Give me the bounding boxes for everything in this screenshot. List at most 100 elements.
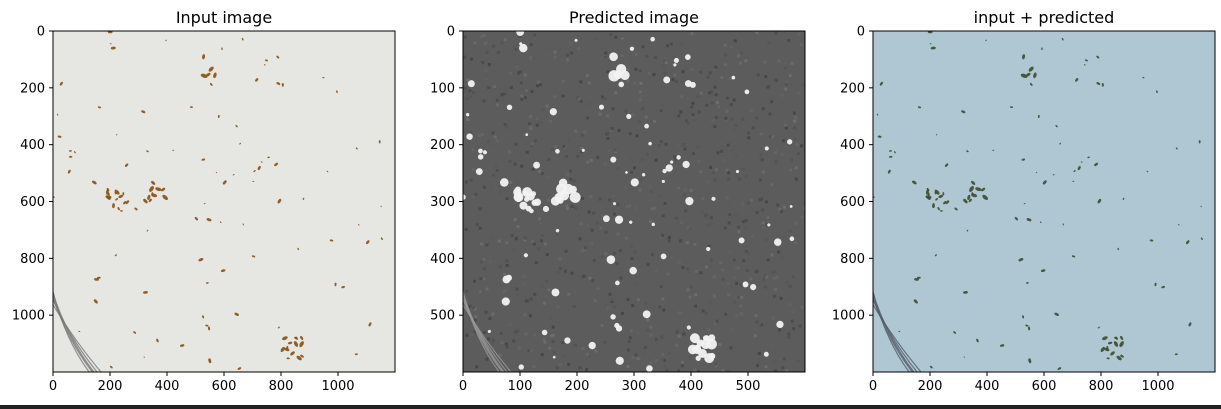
noise-pixel xyxy=(751,126,755,130)
spot xyxy=(487,329,491,334)
noise-pixel xyxy=(637,120,641,124)
noise-pixel xyxy=(788,74,792,78)
noise-pixel xyxy=(784,87,788,91)
noise-pixel xyxy=(649,333,653,337)
noise-pixel xyxy=(689,285,693,289)
spot xyxy=(708,334,716,342)
noise-pixel xyxy=(518,35,522,39)
noise-pixel xyxy=(765,275,769,279)
spot xyxy=(615,280,620,286)
noise-pixel xyxy=(585,368,589,372)
spot xyxy=(1096,55,1100,59)
panel-2: Predicted image 0 100 200 300 400 500 0 100 200 30… xyxy=(430,8,806,394)
spot xyxy=(1072,180,1075,182)
noise-pixel xyxy=(496,50,500,54)
noise-pixel xyxy=(468,131,472,135)
noise-pixel xyxy=(696,94,700,98)
noise-pixel xyxy=(600,323,604,327)
spot xyxy=(673,63,677,67)
noise-pixel xyxy=(672,56,676,60)
spot xyxy=(322,76,325,79)
spot xyxy=(253,170,256,173)
spot xyxy=(525,133,529,137)
spot xyxy=(1025,324,1029,327)
spot xyxy=(1177,224,1180,226)
noise-pixel xyxy=(694,269,698,273)
noise-pixel xyxy=(739,283,743,287)
noise-pixel xyxy=(513,218,517,222)
x-tick-label: 500 xyxy=(736,379,761,394)
spot xyxy=(1094,162,1098,167)
spot xyxy=(618,81,625,88)
noise-pixel xyxy=(535,123,539,127)
spot xyxy=(1009,106,1014,108)
noise-pixel xyxy=(626,348,630,352)
spot xyxy=(237,367,242,370)
spot xyxy=(516,31,525,36)
spot xyxy=(205,282,209,284)
spot xyxy=(465,112,470,117)
noise-pixel xyxy=(553,50,557,54)
spot xyxy=(109,365,113,369)
noise-pixel xyxy=(590,228,594,232)
noise-pixel xyxy=(520,97,524,101)
noise-pixel xyxy=(633,166,637,170)
noise-pixel xyxy=(691,152,695,156)
spot xyxy=(942,192,945,196)
spot xyxy=(598,104,604,110)
spot xyxy=(975,187,982,192)
spot xyxy=(355,147,358,150)
panel-title: Input image xyxy=(176,8,272,27)
noise-pixel xyxy=(693,368,697,372)
spot xyxy=(276,55,280,59)
spot xyxy=(673,57,679,64)
noise-pixel xyxy=(463,86,467,90)
noise-pixel xyxy=(730,148,734,152)
noise-pixel xyxy=(517,71,521,75)
y-tick-label: 1000 xyxy=(832,309,865,324)
noise-pixel xyxy=(538,169,542,173)
noise-pixel xyxy=(607,198,611,202)
noise-pixel xyxy=(774,31,778,35)
noise-pixel xyxy=(528,122,532,126)
noise-pixel xyxy=(760,197,764,201)
noise-pixel xyxy=(763,60,767,64)
noise-pixel xyxy=(789,168,793,172)
noise-pixel xyxy=(545,104,549,108)
noise-pixel xyxy=(634,67,638,71)
spot xyxy=(787,139,793,145)
noise-pixel xyxy=(696,145,700,149)
noise-pixel xyxy=(666,44,670,48)
noise-pixel xyxy=(638,98,642,102)
spot xyxy=(107,192,110,196)
spot xyxy=(932,203,935,209)
spot xyxy=(738,237,745,244)
noise-pixel xyxy=(480,132,484,136)
spot xyxy=(302,197,305,200)
spot xyxy=(968,198,972,203)
spot xyxy=(1119,341,1124,348)
noise-pixel xyxy=(718,343,722,347)
noise-pixel xyxy=(647,71,651,75)
noise-pixel xyxy=(498,265,502,269)
noise-pixel xyxy=(730,45,734,49)
spot xyxy=(1055,125,1058,128)
noise-pixel xyxy=(755,269,759,273)
spot xyxy=(982,194,988,201)
noise-pixel xyxy=(713,85,717,89)
noise-pixel xyxy=(516,225,520,229)
spot xyxy=(676,155,681,160)
noise-pixel xyxy=(520,164,524,168)
noise-pixel xyxy=(699,91,703,95)
noise-pixel xyxy=(674,164,678,168)
spot xyxy=(926,187,930,192)
noise-pixel xyxy=(514,48,518,52)
spot xyxy=(73,151,76,154)
spot xyxy=(773,238,782,246)
noise-pixel xyxy=(783,123,787,127)
noise-pixel xyxy=(652,73,656,77)
spot xyxy=(475,168,483,176)
noise-pixel xyxy=(734,213,738,217)
spot xyxy=(625,171,628,174)
noise-pixel xyxy=(725,168,729,172)
